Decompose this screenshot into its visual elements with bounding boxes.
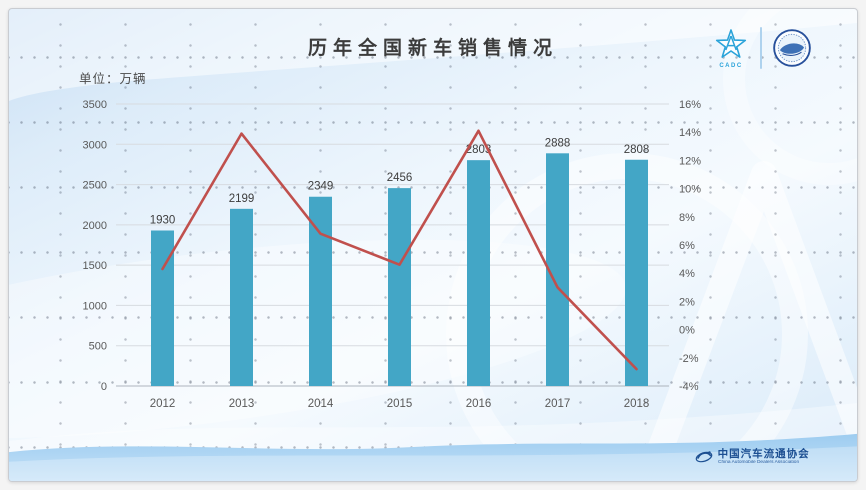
svg-text:-4%: -4%	[679, 381, 699, 393]
bar-label-2013: 2199	[229, 193, 255, 205]
svg-text:3000: 3000	[83, 139, 107, 151]
x-label-2016: 2016	[466, 398, 492, 410]
svg-text:6%: 6%	[679, 240, 695, 252]
svg-text:2%: 2%	[679, 296, 695, 308]
x-label-2015: 2015	[387, 398, 413, 410]
svg-text:16%: 16%	[679, 99, 701, 111]
star-logo-text: CADC	[719, 63, 743, 69]
svg-text:8%: 8%	[679, 212, 695, 224]
bar-2016	[467, 160, 490, 386]
svg-text:500: 500	[89, 341, 107, 353]
bar-label-2014: 2349	[308, 181, 334, 193]
bar-label-2015: 2456	[387, 172, 413, 184]
cada-swoosh-icon	[695, 451, 712, 463]
bar-label-2016: 2803	[466, 144, 492, 156]
x-label-2014: 2014	[308, 398, 334, 410]
x-label-2018: 2018	[624, 398, 650, 410]
svg-text:-2%: -2%	[679, 353, 699, 365]
bar-2013	[230, 208, 253, 386]
x-label-2013: 2013	[229, 398, 255, 410]
chart-title: 历年全国新车销售情况	[307, 38, 558, 59]
bar-2018	[625, 159, 648, 386]
svg-text:14%: 14%	[679, 127, 701, 139]
svg-text:2000: 2000	[83, 220, 107, 232]
bottom-wave-band	[9, 433, 857, 481]
bar-label-2018: 2808	[624, 144, 650, 156]
slide: 历年全国新车销售情况 单位：万辆 CADC 3500 3000 2500 2000 15…	[8, 8, 858, 482]
x-label-2017: 2017	[545, 398, 571, 410]
svg-text:1000: 1000	[83, 300, 107, 312]
sales-chart: 3500 3000 2500 2000 1500 1000 500 0 16% 14% 12% 10%…	[83, 99, 702, 410]
bar-2017	[546, 153, 569, 386]
svg-text:12%: 12%	[679, 155, 701, 167]
growth-line	[161, 129, 638, 371]
svg-text:3500: 3500	[83, 99, 107, 111]
footer-org-logo: 中国汽车流通协会 China Automobile Dealers Associ…	[695, 447, 819, 467]
bar-label-2017: 2888	[545, 137, 571, 149]
svg-text:1500: 1500	[83, 260, 107, 272]
header-logos: CADC	[711, 27, 813, 69]
svg-text:2500: 2500	[83, 180, 107, 192]
svg-text:0: 0	[101, 381, 107, 393]
bar-label-2012: 1930	[150, 214, 176, 226]
logo-separator	[760, 27, 762, 69]
footer-org-texts: 中国汽车流通协会 China Automobile Dealers Associ…	[717, 447, 819, 467]
footer-org-name-cn: 中国汽车流通协会	[717, 447, 810, 460]
round-emblem-logo	[773, 29, 811, 67]
svg-text:10%: 10%	[679, 184, 701, 196]
footer-org-name-en: China Automobile Dealers Association	[717, 460, 799, 466]
bar-2015	[388, 188, 411, 386]
x-label-2012: 2012	[150, 398, 176, 410]
svg-text:4%: 4%	[679, 268, 695, 280]
bar-2014	[309, 196, 332, 386]
svg-text:0%: 0%	[679, 325, 695, 337]
star-icon	[715, 29, 747, 58]
bar-2012	[151, 230, 174, 386]
unit-label: 单位：万辆	[79, 72, 147, 86]
cadc-star-logo: CADC	[711, 27, 751, 69]
